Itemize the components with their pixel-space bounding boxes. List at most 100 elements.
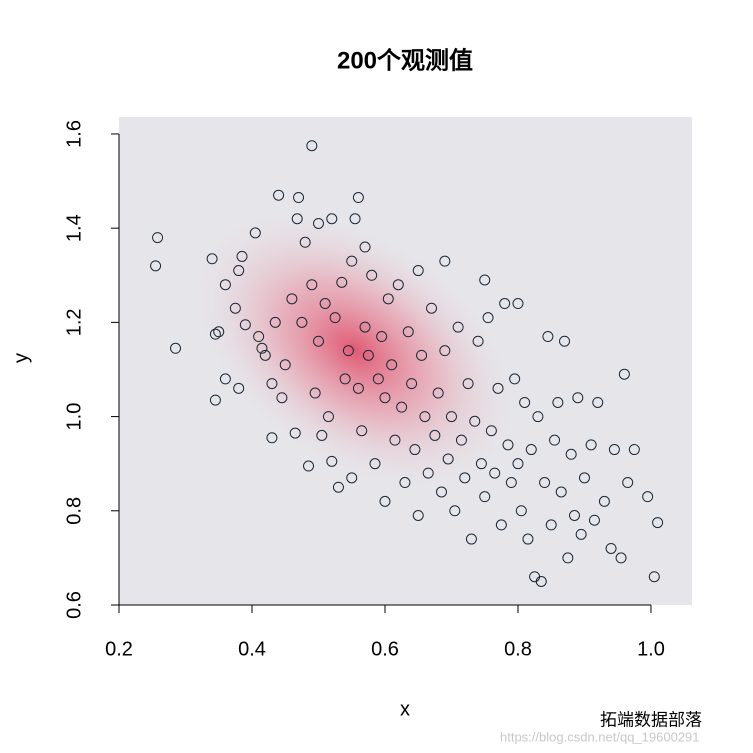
y-axis-label: y	[10, 353, 32, 363]
point	[479, 491, 491, 503]
x-tick-label: 0.4	[238, 638, 266, 660]
point	[479, 274, 491, 286]
point	[502, 439, 514, 451]
point	[615, 552, 627, 564]
point	[299, 236, 311, 248]
point	[475, 458, 487, 470]
point	[359, 241, 371, 253]
point	[326, 455, 338, 467]
point	[356, 425, 368, 437]
point	[253, 331, 265, 343]
point	[449, 505, 461, 517]
point	[402, 326, 414, 338]
x-tick-label: 1.0	[637, 638, 665, 660]
watermark-url: https://blog.csdn.net/qq_19600291	[500, 729, 700, 744]
point	[312, 335, 324, 347]
point	[293, 192, 305, 204]
point	[296, 316, 308, 328]
point	[291, 213, 303, 225]
point	[366, 269, 378, 281]
point	[339, 373, 351, 385]
point	[459, 472, 471, 484]
y-tick-label: 1.4	[63, 214, 85, 242]
point	[326, 213, 338, 225]
point	[346, 255, 358, 267]
point	[392, 279, 404, 291]
point	[382, 293, 394, 305]
point	[545, 519, 557, 531]
y-tick-label: 1.2	[63, 308, 85, 336]
point	[379, 392, 391, 404]
point	[618, 368, 630, 380]
point	[322, 411, 334, 423]
point	[352, 382, 364, 394]
point	[532, 411, 544, 423]
point	[312, 217, 324, 229]
x-axis-label: x	[400, 698, 410, 720]
point	[559, 335, 571, 347]
point	[399, 477, 411, 489]
point	[495, 519, 507, 531]
point	[585, 439, 597, 451]
point	[512, 458, 524, 470]
point	[539, 477, 551, 489]
point	[426, 302, 438, 314]
point	[329, 312, 341, 324]
point	[209, 394, 221, 406]
point	[306, 140, 318, 152]
point	[362, 349, 374, 361]
point	[352, 192, 364, 204]
point	[236, 250, 248, 262]
point	[319, 298, 331, 310]
point	[442, 453, 454, 465]
point	[499, 298, 511, 310]
point	[562, 552, 574, 564]
point	[233, 382, 245, 394]
point	[276, 392, 288, 404]
point	[273, 189, 285, 201]
point	[569, 510, 581, 522]
point	[213, 326, 225, 338]
point	[628, 444, 640, 456]
point	[256, 342, 268, 354]
point	[306, 279, 318, 291]
point	[389, 434, 401, 446]
point	[342, 345, 354, 357]
point	[259, 349, 271, 361]
point	[286, 293, 298, 305]
point	[376, 331, 388, 343]
point	[605, 542, 617, 554]
point	[482, 312, 494, 324]
point	[249, 227, 261, 239]
point	[572, 392, 584, 404]
point	[469, 415, 481, 427]
point	[485, 425, 497, 437]
point	[642, 491, 654, 503]
point	[419, 411, 431, 423]
point	[535, 575, 547, 587]
x-tick-label: 0.6	[371, 638, 399, 660]
point	[372, 373, 384, 385]
point	[406, 378, 418, 390]
point	[575, 528, 587, 540]
point	[150, 260, 162, 272]
point	[522, 533, 534, 545]
point	[509, 373, 521, 385]
y-tick-label: 1.6	[63, 120, 85, 148]
point	[455, 434, 467, 446]
point	[266, 432, 278, 444]
point	[316, 429, 328, 441]
chart-title: 200个观测值	[337, 46, 473, 74]
y-tick-label: 0.6	[63, 591, 85, 619]
point	[359, 321, 371, 333]
y-tick-label: 1.0	[63, 403, 85, 431]
point	[239, 319, 251, 331]
point	[412, 510, 424, 522]
point	[369, 458, 381, 470]
point	[209, 328, 221, 340]
point	[379, 495, 391, 507]
y-tick-label: 0.8	[63, 497, 85, 525]
point	[336, 276, 348, 288]
